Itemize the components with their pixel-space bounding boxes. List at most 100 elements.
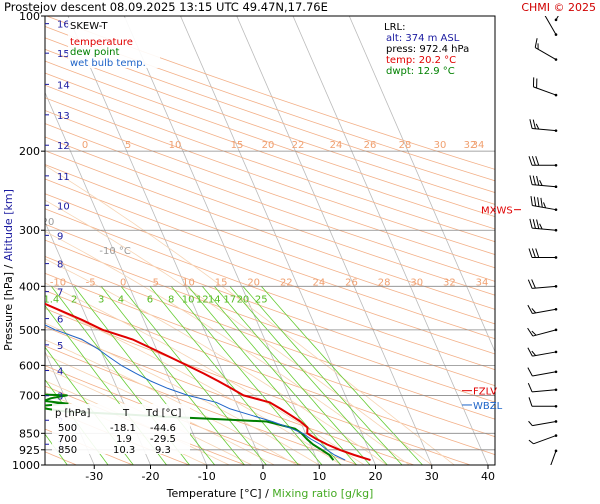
dry-adiabat-label: 0 <box>120 277 126 288</box>
wind-barb-feather <box>537 219 539 228</box>
wind-barb-feather <box>528 305 533 313</box>
table-row-500: 500 -18.1 -44.6 <box>58 423 176 434</box>
wind-barb-staff <box>532 390 556 392</box>
dry-adiabat-line <box>0 16 470 465</box>
legend-entry-wet-bulb: wet bulb temp. <box>70 58 146 69</box>
altitude-tick-label: 9 <box>57 231 63 242</box>
mixing-ratio-label: 12 <box>196 294 209 305</box>
wind-barb <box>528 383 557 392</box>
wind-barb-feather <box>530 119 532 128</box>
table-cell: 850 <box>58 445 77 456</box>
altitude-tick-label: 5 <box>57 341 63 352</box>
dry-adiabat-label: 32 <box>443 277 456 288</box>
y-axis-label-altitude: Altitude [km] <box>2 189 15 261</box>
table-cell: 700 <box>58 434 77 445</box>
dry-adiabat-label: 30 <box>434 140 447 151</box>
mixing-ratio-label: 10 <box>182 294 195 305</box>
level-label: MXWS <box>481 206 513 217</box>
mixing-ratio-label: 14 <box>208 294 221 305</box>
altitude-tick-label: 10 <box>57 201 70 212</box>
wind-barb-feather <box>528 280 532 289</box>
level-mxws: MXWS <box>481 206 521 217</box>
mixing-ratio-label: 6 <box>147 294 153 305</box>
wind-barb <box>530 219 557 232</box>
altitude-tick-label: 15 <box>57 49 70 60</box>
wind-barbs <box>528 0 574 475</box>
pressure-tick-label: 400 <box>19 280 40 293</box>
wind-barb-feather <box>536 124 539 129</box>
wind-barb <box>528 368 557 376</box>
wind-barb-staff <box>532 352 556 356</box>
wind-barb-staff <box>535 48 556 60</box>
dry-adiabat-label: 20 <box>262 140 275 151</box>
level-fzlv: FZLV <box>462 387 497 398</box>
level-label: WBZL <box>473 401 503 412</box>
wind-barb-staff <box>532 309 556 313</box>
wind-barb-feather <box>528 348 533 356</box>
wind-barb <box>529 156 557 166</box>
dry-adiabat-line <box>0 16 600 465</box>
dry-adiabat-label: 26 <box>345 277 358 288</box>
lrl-alt: alt: 374 m ASL <box>386 33 460 44</box>
table-header-td: Td [°C] <box>145 408 182 419</box>
altitude-tick-label: 11 <box>57 172 70 183</box>
wind-barb-feather <box>533 219 535 228</box>
altitude-tick-label: 3 <box>57 392 63 403</box>
wind-barb-staff <box>532 286 556 288</box>
svg-text:Temperature [°C] / Mixing rati: Temperature [°C] / Mixing ratio [g/kg] <box>166 487 374 500</box>
pressure-tick-label: 700 <box>19 389 40 402</box>
dry-adiabat-label: 26 <box>364 140 377 151</box>
wind-barb-staff <box>544 14 556 35</box>
special-levels: MXWS FZLV WBZL <box>462 206 521 412</box>
temperature-tick-label: -10 <box>198 470 216 483</box>
isotherm-lines <box>0 16 544 465</box>
wind-barb-feather <box>532 156 535 165</box>
altitude-tick-label: 6 <box>57 315 63 326</box>
altitude-tick-label: 8 <box>57 260 63 271</box>
wind-barb-feather <box>532 248 535 257</box>
wind-barb-feather <box>530 219 532 228</box>
temperature-tick-label: 20 <box>369 470 383 483</box>
mixing-ratio-label: 17 <box>223 294 236 305</box>
pressure-tick-label: 850 <box>19 427 40 440</box>
lrl-dwpt: dwpt: 12.9 °C <box>386 66 455 77</box>
dry-adiabat-label: 22 <box>280 277 293 288</box>
isotherm-label: -10 °C <box>99 246 131 257</box>
wind-barb <box>528 305 557 313</box>
dry-adiabat-label: 5 <box>153 277 159 288</box>
x-axis-label: Temperature [°C] <box>166 487 262 500</box>
pressure-tick-label: 500 <box>19 324 40 337</box>
y-axis-label: Pressure [hPa] <box>2 272 15 351</box>
wind-barb <box>542 450 557 475</box>
mixing-ratio-line <box>188 286 341 465</box>
wind-barb-feather <box>529 440 534 444</box>
dry-adiabat-label: 10 <box>182 277 195 288</box>
dry-adiabat-line <box>0 16 600 465</box>
wind-barb-feather <box>532 351 536 355</box>
table-cell: 9.3 <box>155 445 171 456</box>
dry-adiabat-label: 24 <box>330 140 343 151</box>
dry-adiabat-line <box>0 16 600 465</box>
altitude-tick-label: 13 <box>57 111 70 122</box>
dry-adiabat-label: 0 <box>82 140 88 151</box>
wind-barb-feather <box>532 279 536 288</box>
wind-barb-staff <box>532 372 556 376</box>
lrl-title: LRL: <box>384 22 405 33</box>
temperature-tick-label: -20 <box>142 470 160 483</box>
lrl-press: press: 972.4 hPa <box>386 44 469 55</box>
wind-barb-staff <box>548 451 556 474</box>
table-row-700: 700 1.9 -29.5 <box>58 434 176 445</box>
pressure-tick-label: 600 <box>19 359 40 372</box>
dry-adiabat-label: 28 <box>378 277 391 288</box>
dry-adiabat-line <box>0 16 600 465</box>
legend-title: SKEW-T <box>70 21 108 32</box>
wind-barb-feather <box>533 176 535 185</box>
dry-adiabat-line <box>0 16 600 465</box>
mixing-ratio-label: 20 <box>237 294 250 305</box>
mixing-ratio-label: 4 <box>118 294 124 305</box>
pressure-tick-label: 925 <box>19 444 40 457</box>
wind-barb-staff <box>532 206 556 210</box>
